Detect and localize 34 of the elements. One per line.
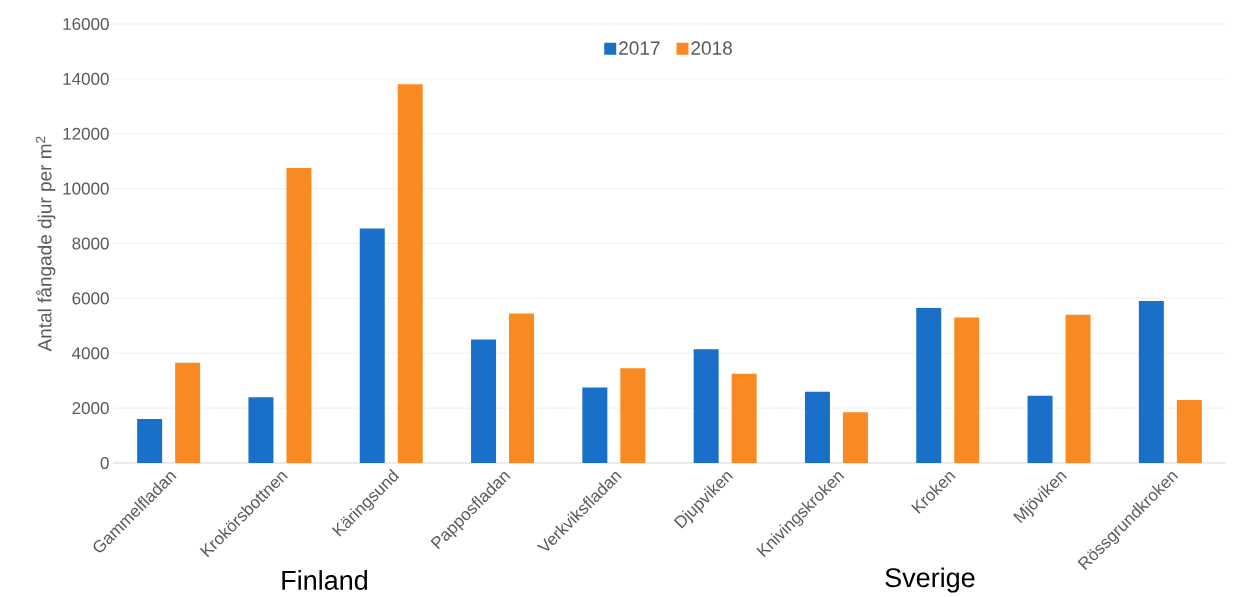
y-tick-label: 12000 xyxy=(63,127,109,140)
y-tick-label: 2000 xyxy=(72,402,109,415)
bar xyxy=(693,349,719,463)
bar xyxy=(954,317,980,463)
bar xyxy=(1065,314,1091,463)
bar xyxy=(137,419,163,463)
bar xyxy=(471,339,497,463)
bar xyxy=(842,412,868,463)
bar xyxy=(359,228,385,463)
text: Sverige xyxy=(885,567,975,593)
bar xyxy=(804,391,830,463)
y-tick-label: 4000 xyxy=(72,347,109,360)
bar xyxy=(620,368,646,463)
bar xyxy=(1138,301,1164,463)
bar xyxy=(286,168,312,463)
legend-label: 2018 xyxy=(691,41,732,55)
legend-label: 2017 xyxy=(619,41,660,55)
y-tick-label: 6000 xyxy=(72,292,109,305)
y-tick-label: 0 xyxy=(100,456,109,470)
bar xyxy=(397,84,423,463)
text: Finland xyxy=(282,570,367,590)
bar xyxy=(916,307,942,463)
y-tick-label: 14000 xyxy=(63,72,109,85)
bar xyxy=(175,362,201,463)
bar xyxy=(1027,395,1053,463)
bar xyxy=(1176,399,1202,463)
y-axis-title: Antal fångade djur per m$^{2}$ xyxy=(35,136,56,352)
y-tick-label: 16000 xyxy=(63,17,109,31)
y-tick-label: 8000 xyxy=(72,237,109,250)
bar xyxy=(582,387,608,463)
y-tick-label: 10000 xyxy=(63,182,109,195)
bar xyxy=(509,313,535,463)
bar xyxy=(248,397,274,463)
bar xyxy=(731,373,757,463)
